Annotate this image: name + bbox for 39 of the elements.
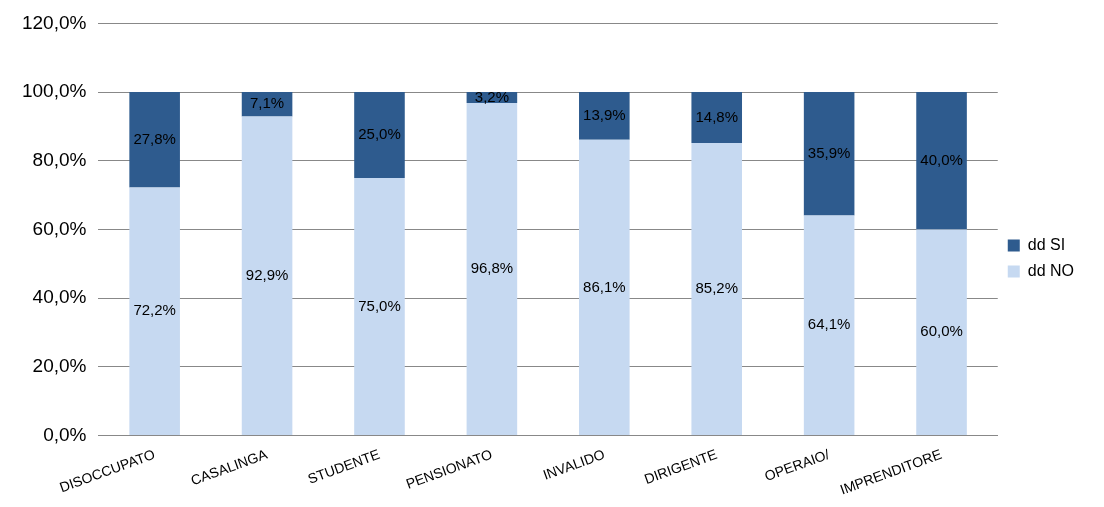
data-label: 14,8% [695,107,738,125]
y-tick-label: 60,0% [32,217,87,239]
data-label: 7,1% [249,94,285,112]
bar [129,187,180,436]
bar [803,92,855,216]
data-label: 3,2% [474,87,509,105]
data-label: 60,0% [920,322,963,340]
bar [354,177,405,436]
data-label: 86,1% [583,277,626,295]
data-label: 96,8% [470,259,514,277]
y-tick-label: 0,0% [43,423,87,445]
data-label: 64,1% [807,315,851,333]
y-tick-label: 40,0% [32,286,87,308]
data-label: 92,9% [245,265,289,283]
y-tick-label: 120,0% [21,11,87,33]
y-tick-label: 80,0% [32,149,87,171]
y-tick-label: 20,0% [32,355,87,377]
legend-label: dd NO [1027,261,1075,279]
data-label: 85,2% [695,279,738,297]
bar [354,92,405,178]
bar [466,103,518,436]
data-label: 75,0% [358,296,401,314]
bar [691,142,743,436]
data-label: 13,9% [583,106,626,124]
data-label: 27,8% [133,129,176,147]
bar [579,139,630,436]
data-label: 72,2% [133,301,176,319]
bar [129,92,180,188]
legend-label: dd SI [1027,235,1066,253]
data-label: 25,0% [358,125,401,143]
data-label: 40,0% [920,150,963,168]
bar [241,116,293,436]
bar [916,229,967,436]
bar [916,92,967,230]
bar [691,92,743,143]
bar [579,92,630,140]
bar [803,215,855,436]
data-label: 35,9% [807,143,851,161]
y-tick-label: 100,0% [21,80,87,102]
